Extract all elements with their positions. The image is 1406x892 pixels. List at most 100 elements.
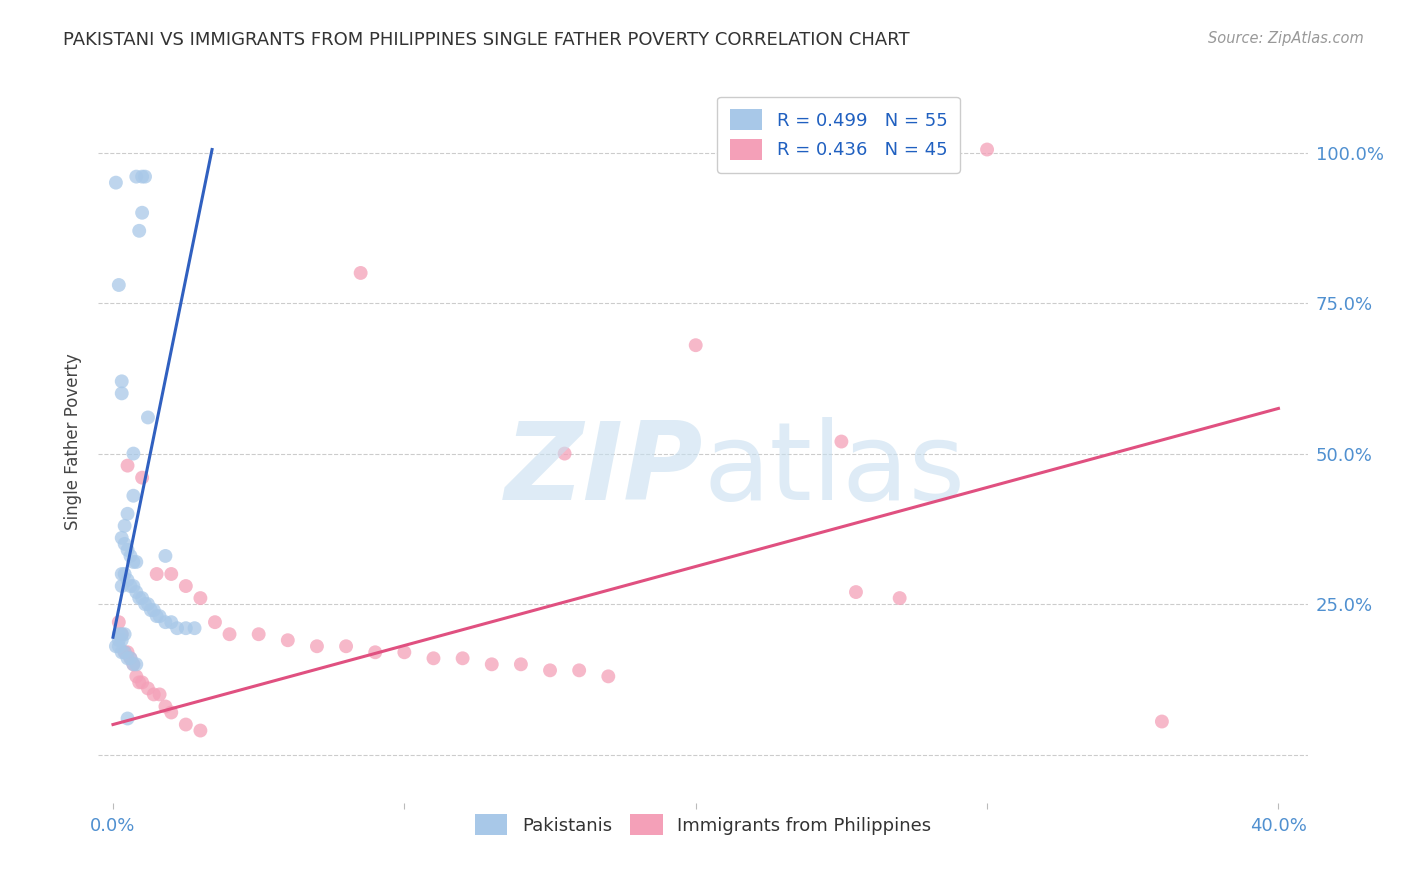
Text: ZIP: ZIP xyxy=(505,417,703,524)
Point xyxy=(131,591,153,606)
Point xyxy=(108,627,131,641)
Point xyxy=(845,585,868,599)
Point xyxy=(122,657,145,672)
Point xyxy=(111,386,134,401)
Point xyxy=(131,169,153,184)
Point xyxy=(111,627,134,641)
Point xyxy=(136,681,159,696)
Point xyxy=(364,645,387,659)
Point xyxy=(108,615,131,630)
Point xyxy=(111,633,134,648)
Point xyxy=(114,645,136,659)
Point xyxy=(155,699,177,714)
Point xyxy=(128,591,150,606)
Point xyxy=(509,657,531,672)
Point xyxy=(247,627,270,641)
Text: Source: ZipAtlas.com: Source: ZipAtlas.com xyxy=(1208,31,1364,46)
Point xyxy=(889,591,911,606)
Point xyxy=(114,537,136,551)
Point xyxy=(120,651,142,665)
Text: atlas: atlas xyxy=(703,417,965,524)
Point xyxy=(183,621,205,635)
Point xyxy=(155,549,177,563)
Point xyxy=(277,633,299,648)
Point xyxy=(125,669,148,683)
Point xyxy=(122,489,145,503)
Point xyxy=(111,531,134,545)
Point xyxy=(117,573,139,587)
Point xyxy=(190,723,212,738)
Point xyxy=(160,615,183,630)
Point xyxy=(174,579,197,593)
Point xyxy=(335,639,357,653)
Point xyxy=(481,657,503,672)
Point xyxy=(111,645,134,659)
Point xyxy=(134,169,156,184)
Y-axis label: Single Father Poverty: Single Father Poverty xyxy=(65,353,83,530)
Point xyxy=(104,176,127,190)
Point xyxy=(117,458,139,473)
Point xyxy=(145,609,167,624)
Point xyxy=(155,615,177,630)
Point xyxy=(111,375,134,389)
Point xyxy=(1150,714,1173,729)
Point xyxy=(451,651,474,665)
Point xyxy=(830,434,852,449)
Point xyxy=(125,169,148,184)
Point xyxy=(122,579,145,593)
Point xyxy=(134,597,156,611)
Point xyxy=(174,717,197,731)
Text: PAKISTANI VS IMMIGRANTS FROM PHILIPPINES SINGLE FATHER POVERTY CORRELATION CHART: PAKISTANI VS IMMIGRANTS FROM PHILIPPINES… xyxy=(63,31,910,49)
Point xyxy=(128,224,150,238)
Point xyxy=(117,645,139,659)
Point xyxy=(111,579,134,593)
Point xyxy=(139,603,162,617)
Point xyxy=(131,205,153,219)
Point xyxy=(117,651,139,665)
Point xyxy=(125,555,148,569)
Point xyxy=(114,627,136,641)
Point xyxy=(117,542,139,557)
Point xyxy=(128,675,150,690)
Point xyxy=(111,627,134,641)
Point xyxy=(108,639,131,653)
Point xyxy=(122,446,145,460)
Point xyxy=(976,143,998,157)
Point xyxy=(538,664,561,678)
Point xyxy=(120,549,142,563)
Point xyxy=(122,657,145,672)
Point xyxy=(122,555,145,569)
Point xyxy=(142,687,165,701)
Point xyxy=(108,277,131,292)
Point xyxy=(554,446,576,460)
Point xyxy=(125,657,148,672)
Point xyxy=(131,675,153,690)
Point xyxy=(160,567,183,582)
Point xyxy=(568,664,591,678)
Point xyxy=(104,639,127,653)
Point xyxy=(114,567,136,582)
Point xyxy=(394,645,416,659)
Point xyxy=(108,633,131,648)
Point xyxy=(120,651,142,665)
Point xyxy=(136,597,159,611)
Point xyxy=(218,627,240,641)
Point xyxy=(125,585,148,599)
Point xyxy=(114,519,136,533)
Point xyxy=(350,266,373,280)
Point xyxy=(145,567,167,582)
Point xyxy=(685,338,707,352)
Point xyxy=(136,410,159,425)
Point xyxy=(120,579,142,593)
Point xyxy=(160,706,183,720)
Point xyxy=(305,639,328,653)
Point xyxy=(117,712,139,726)
Point xyxy=(131,471,153,485)
Point xyxy=(174,621,197,635)
Point xyxy=(149,687,172,701)
Point xyxy=(114,645,136,659)
Point xyxy=(598,669,620,683)
Point xyxy=(422,651,444,665)
Point xyxy=(117,507,139,521)
Point xyxy=(142,603,165,617)
